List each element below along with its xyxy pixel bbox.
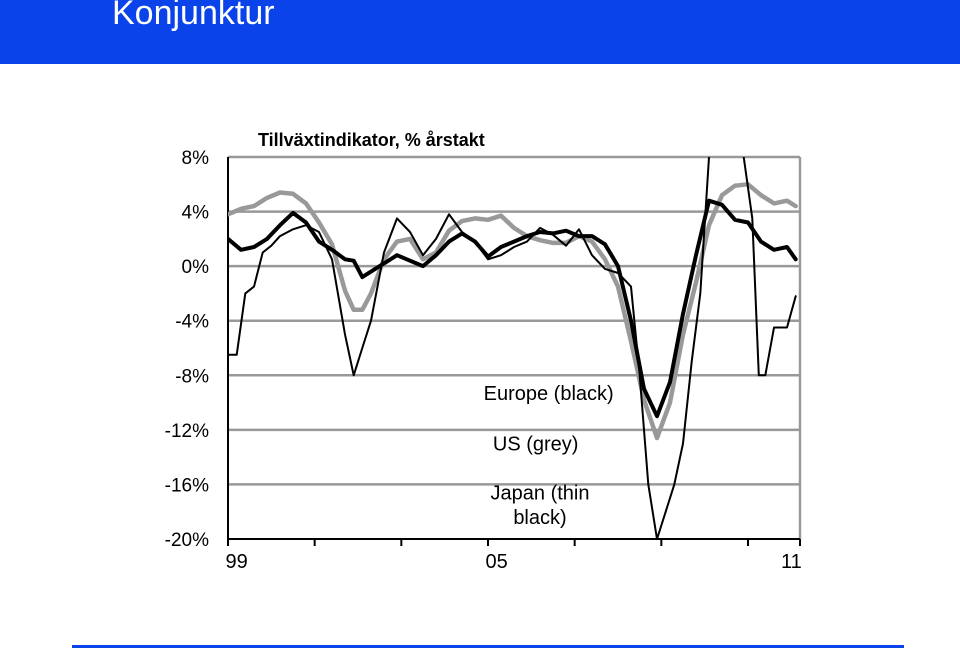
grid [228,155,802,539]
series-line-japan [228,157,797,539]
annotation-label: US (grey) [493,434,579,456]
y-tick-label: 4% [182,203,210,224]
series-lines [228,157,798,539]
chart-title: Tillväxtindikator, % årstakt [258,130,485,150]
y-axis-labels: 8% 4% 0% -4% -8% -12% -16% -20% [165,148,209,551]
header-banner: Konjunktur [0,0,960,64]
y-tick-label: -20% [165,530,209,551]
y-tick-label: -8% [175,366,209,387]
annotation-label: black) [513,507,566,529]
x-tick-label: 11 [781,551,802,573]
x-axis: 99 05 11 [226,157,802,573]
y-tick-label: -4% [175,312,209,333]
page-title: Konjunktur [112,0,275,32]
y-tick-label: -12% [165,421,209,442]
y-tick-label: 0% [182,257,210,278]
y-tick-label: 8% [182,148,210,169]
annotation-label: Europe (black) [484,383,614,405]
x-tick-label: 05 [486,551,508,573]
annotation-label: Japan (thin [491,483,590,505]
y-tick-label: -16% [165,475,209,496]
x-tick-label: 99 [226,551,248,573]
footer-rule [72,645,904,648]
